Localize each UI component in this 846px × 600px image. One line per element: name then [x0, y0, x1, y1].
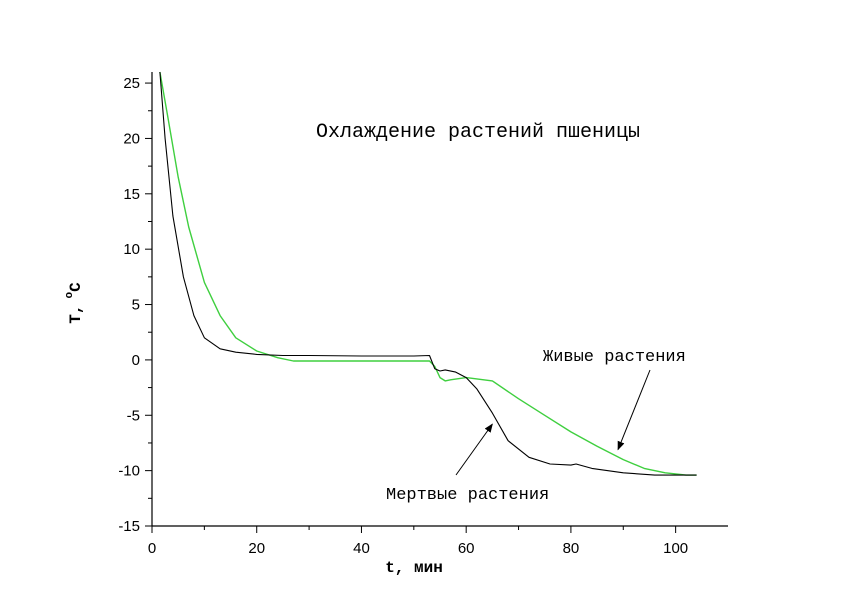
y-axis-title: T, oC — [64, 282, 85, 324]
arrow-dead — [455, 423, 493, 476]
x-tick-label: 40 — [353, 540, 370, 557]
series-layer — [159, 71, 697, 476]
ticks-layer: 0 20 40 60 80 100 -15 -10 -5 0 5 10 15 20 25 — [118, 75, 688, 557]
y-tick-label: -15 — [118, 518, 140, 535]
series-line-live — [159, 71, 697, 476]
y-tick-label: -5 — [127, 407, 140, 424]
svg-text:T,oC: T, oC — [64, 282, 85, 324]
y-axis-title-unit: C — [67, 282, 85, 292]
x-tick-label: 100 — [663, 540, 688, 557]
y-tick-label: 25 — [123, 75, 140, 92]
x-tick-label: 60 — [458, 540, 475, 557]
y-tick-label: 10 — [123, 241, 140, 258]
y-axis-title-degree: o — [64, 292, 76, 299]
legend-label-dead: Мертвые растения — [386, 486, 549, 505]
series-line-dead — [159, 71, 697, 476]
arrow-live — [617, 369, 651, 451]
y-axis-title-symbol: T, — [67, 305, 85, 324]
legend-label-live: Живые растения — [543, 348, 686, 367]
y-tick-label: -10 — [118, 463, 140, 480]
chart-title: Охлаждение растений пшеницы — [316, 121, 640, 144]
y-tick-label: 0 — [132, 352, 140, 369]
x-tick-label: 80 — [563, 540, 580, 557]
y-tick-label: 20 — [123, 130, 140, 147]
y-tick-label: 15 — [123, 186, 140, 203]
x-tick-label: 0 — [148, 540, 156, 557]
x-axis-title: t, мин — [385, 559, 443, 577]
annotations-layer: Живые растения Мертвые растения — [386, 348, 686, 505]
y-tick-label: 5 — [132, 297, 140, 314]
x-tick-label: 20 — [248, 540, 265, 557]
